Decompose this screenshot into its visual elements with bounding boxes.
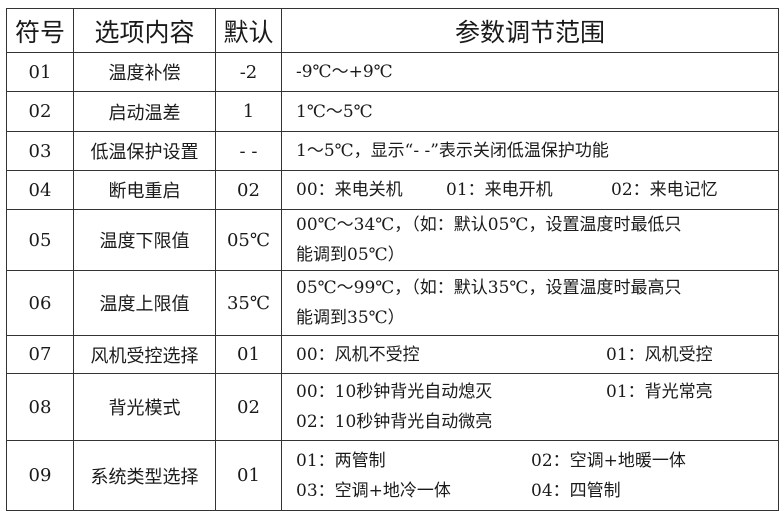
table-row: 05 温度下限值 05℃ 00℃～34℃，（如：默认05℃，设置温度时最低只 能调到05… bbox=[6, 209, 779, 271]
cell-code: 08 bbox=[6, 373, 74, 441]
cell-range: 1～5℃，显示“- -”表示关闭低温保护功能 bbox=[281, 131, 779, 171]
range-option: 1～5℃，显示“- -”表示关闭低温保护功能 bbox=[296, 141, 609, 161]
cell-default: 35℃ bbox=[215, 270, 282, 336]
range-line: -9℃～+9℃ bbox=[296, 57, 778, 87]
table-row: 06 温度上限值 35℃ 05℃～99℃，（如：默认35℃，设置温度时最高只 能调到35… bbox=[6, 270, 779, 336]
cell-default: -2 bbox=[215, 52, 282, 92]
range-option: 能调到05℃） bbox=[296, 245, 405, 265]
range-line: 能调到35℃） bbox=[296, 303, 778, 333]
cell-range: -9℃～+9℃ bbox=[281, 52, 779, 92]
header-range: 参数调节范围 bbox=[281, 8, 779, 53]
table-row: 03 低温保护设置 - - 1～5℃，显示“- -”表示关闭低温保护功能 bbox=[6, 131, 779, 171]
cell-code: 06 bbox=[6, 270, 74, 336]
cell-default: 1 bbox=[215, 91, 282, 132]
cell-code: 02 bbox=[6, 91, 74, 132]
cell-range: 01：两管制 02：空调+地暖一体 03：空调+地冷一体 04：四管制 bbox=[281, 440, 779, 511]
range-option: 00℃～34℃，（如：默认05℃，设置温度时最低只 bbox=[296, 215, 682, 235]
cell-default: 02 bbox=[215, 373, 282, 441]
cell-range: 00℃～34℃，（如：默认05℃，设置温度时最低只 能调到05℃） bbox=[281, 209, 779, 271]
range-line: 03：空调+地冷一体 04：四管制 bbox=[296, 476, 778, 506]
cell-range: 1℃～5℃ bbox=[281, 91, 779, 132]
cell-item: 背光模式 bbox=[73, 373, 216, 441]
cell-item: 温度补偿 bbox=[73, 52, 216, 92]
range-line: 00：来电关机 01：来电开机 02：来电记忆 bbox=[296, 175, 778, 205]
cell-default: 01 bbox=[215, 440, 282, 511]
cell-range: 00：10秒钟背光自动熄灭 01：背光常亮 02：10秒钟背光自动微亮 bbox=[281, 373, 779, 441]
range-option: 01：两管制 bbox=[296, 450, 386, 471]
table-row: 09 系统类型选择 01 01：两管制 02：空调+地暖一体 03：空调+地冷一体 04：四… bbox=[6, 440, 779, 511]
range-option: 01：风机受控 bbox=[606, 344, 713, 365]
range-option: 1℃～5℃ bbox=[296, 101, 373, 122]
range-option: 00：来电关机 bbox=[296, 180, 403, 200]
range-option: 能调到35℃） bbox=[296, 308, 405, 328]
cell-item: 风机受控选择 bbox=[73, 335, 216, 374]
range-line: 00：10秒钟背光自动熄灭 01：背光常亮 bbox=[296, 377, 778, 407]
cell-item: 系统类型选择 bbox=[73, 440, 216, 511]
range-option: 03：空调+地冷一体 bbox=[296, 480, 451, 501]
cell-code: 05 bbox=[6, 209, 74, 271]
range-option: 00：10秒钟背光自动熄灭 bbox=[296, 382, 493, 402]
range-option: 00：风机不受控 bbox=[296, 344, 420, 365]
cell-code: 09 bbox=[6, 440, 74, 511]
cell-code: 04 bbox=[6, 170, 74, 210]
cell-code: 03 bbox=[6, 131, 74, 171]
range-option: 02：空调+地暖一体 bbox=[531, 450, 686, 471]
range-option: -9℃～+9℃ bbox=[296, 62, 393, 82]
header-row: 符号 选项内容 默认 参数调节范围 bbox=[6, 8, 779, 53]
range-line: 05℃～99℃，（如：默认35℃，设置温度时最高只 bbox=[296, 273, 778, 303]
header-code: 符号 bbox=[6, 8, 74, 53]
cell-default: 05℃ bbox=[215, 209, 282, 271]
cell-item: 温度下限值 bbox=[73, 209, 216, 271]
cell-item: 断电重启 bbox=[73, 170, 216, 210]
cell-range: 00：风机不受控 01：风机受控 bbox=[281, 335, 779, 374]
header-default: 默认 bbox=[215, 8, 282, 53]
table-row: 01 温度补偿 -2 -9℃～+9℃ bbox=[6, 52, 779, 92]
range-line: 能调到05℃） bbox=[296, 240, 778, 270]
table-row: 04 断电重启 02 00：来电关机 01：来电开机 02：来电记忆 bbox=[6, 170, 779, 210]
cell-item: 低温保护设置 bbox=[73, 131, 216, 171]
table-row: 07 风机受控选择 01 00：风机不受控 01：风机受控 bbox=[6, 335, 779, 374]
cell-range: 05℃～99℃，（如：默认35℃，设置温度时最高只 能调到35℃） bbox=[281, 270, 779, 336]
range-option: 01：来电开机 bbox=[446, 180, 553, 200]
header-item: 选项内容 bbox=[73, 8, 216, 53]
cell-default: - - bbox=[215, 131, 282, 171]
range-option: 04：四管制 bbox=[531, 480, 621, 501]
range-line: 02：10秒钟背光自动微亮 bbox=[296, 407, 778, 437]
cell-default: 01 bbox=[215, 335, 282, 374]
cell-item: 温度上限值 bbox=[73, 270, 216, 336]
range-line: 00℃～34℃，（如：默认05℃，设置温度时最低只 bbox=[296, 211, 778, 241]
range-line: 01：两管制 02：空调+地暖一体 bbox=[296, 446, 778, 476]
cell-item: 启动温差 bbox=[73, 91, 216, 132]
cell-code: 01 bbox=[6, 52, 74, 92]
parameter-table: 符号 选项内容 默认 参数调节范围 01 温度补偿 -2 -9℃～+9℃ 02 启动温差 1… bbox=[6, 8, 779, 511]
range-line: 00：风机不受控 01：风机受控 bbox=[296, 340, 778, 370]
range-option: 01：背光常亮 bbox=[606, 382, 713, 402]
table-row: 08 背光模式 02 00：10秒钟背光自动熄灭 01：背光常亮 02：10秒钟背光自动微… bbox=[6, 373, 779, 441]
cell-range: 00：来电关机 01：来电开机 02：来电记忆 bbox=[281, 170, 779, 210]
cell-code: 07 bbox=[6, 335, 74, 374]
cell-default: 02 bbox=[215, 170, 282, 210]
range-option: 05℃～99℃，（如：默认35℃，设置温度时最高只 bbox=[296, 278, 682, 298]
range-line: 1℃～5℃ bbox=[296, 97, 778, 127]
range-option: 02：来电记忆 bbox=[611, 180, 718, 200]
range-option: 02：10秒钟背光自动微亮 bbox=[296, 412, 493, 432]
range-line: 1～5℃，显示“- -”表示关闭低温保护功能 bbox=[296, 136, 778, 166]
table-row: 02 启动温差 1 1℃～5℃ bbox=[6, 91, 779, 132]
